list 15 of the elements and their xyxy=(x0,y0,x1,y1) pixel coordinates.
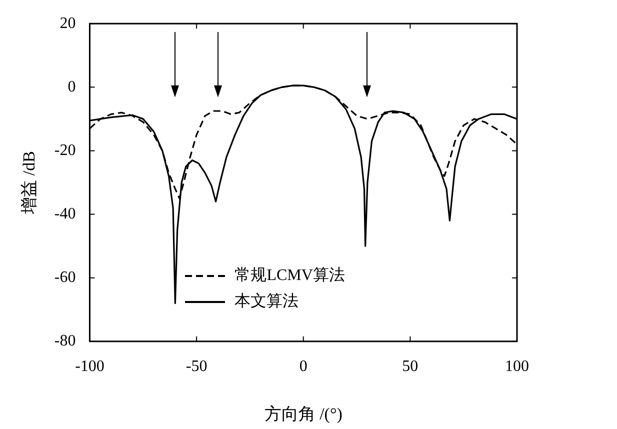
y-tick-label: -60 xyxy=(54,269,76,286)
x-tick-label: -100 xyxy=(75,358,104,376)
x-tick-label: -50 xyxy=(186,358,208,376)
legend-label: 本文算法 xyxy=(234,292,299,312)
x-tick-label: 100 xyxy=(505,358,529,376)
x-tick-label: 50 xyxy=(402,358,418,376)
x-axis-title: 方向角 /(°) xyxy=(264,404,342,424)
x-tick-label: 0 xyxy=(299,358,308,376)
y-axis-title: 增益 /dB xyxy=(20,151,39,215)
y-tick-label: 20 xyxy=(60,14,76,32)
y-tick-label: -40 xyxy=(54,205,76,222)
y-tick-label: -80 xyxy=(54,332,76,350)
y-tick-label: 0 xyxy=(68,78,76,96)
y-tick-label: -20 xyxy=(54,142,76,159)
legend-label: 常规LCMV算法 xyxy=(234,266,345,286)
